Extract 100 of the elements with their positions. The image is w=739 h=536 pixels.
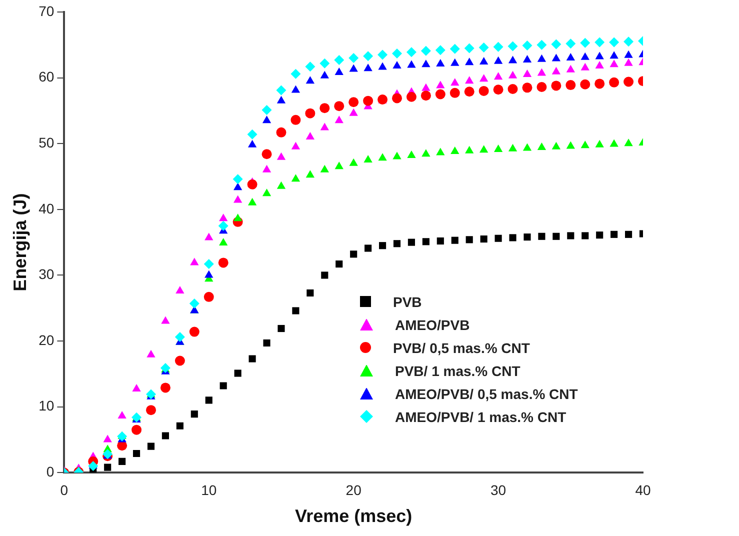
point [552, 54, 561, 62]
point [493, 42, 504, 52]
point [160, 382, 170, 393]
point [450, 78, 460, 86]
point [580, 52, 590, 60]
x-axis-title: Vreme (msec) [295, 506, 412, 526]
legend-label: PVB/ 1 mas.% CNT [395, 362, 520, 378]
point [320, 70, 329, 78]
point [494, 234, 502, 242]
point [306, 132, 315, 140]
point [276, 127, 286, 138]
point [161, 316, 170, 324]
point [610, 230, 618, 238]
point [420, 46, 431, 56]
point [350, 250, 358, 258]
point [580, 140, 590, 148]
point [336, 260, 343, 268]
point [479, 145, 488, 153]
point [204, 232, 214, 240]
point [422, 238, 430, 246]
point [551, 39, 562, 50]
point [435, 45, 446, 56]
y-tick-label: 70 [38, 2, 54, 19]
point [233, 195, 242, 203]
point [88, 461, 98, 472]
point [610, 139, 618, 147]
point [118, 411, 126, 419]
point [406, 92, 416, 102]
point [247, 179, 258, 190]
point [508, 41, 518, 52]
point [552, 66, 561, 74]
point [334, 116, 344, 124]
point [450, 146, 460, 154]
point [232, 174, 243, 184]
point [494, 56, 503, 64]
point [407, 60, 416, 68]
point [566, 38, 576, 49]
point [509, 234, 516, 242]
point [349, 158, 358, 166]
point [464, 43, 474, 54]
point [190, 410, 198, 418]
point [493, 84, 504, 95]
point [494, 72, 503, 80]
point [292, 307, 300, 314]
point [291, 142, 300, 150]
point [609, 37, 620, 48]
point [320, 122, 329, 130]
point [263, 339, 270, 347]
point [204, 292, 214, 302]
legend-label: PVB/ 0,5 mas.% CNT [393, 340, 530, 356]
point [334, 162, 344, 170]
point [580, 62, 590, 70]
point [334, 101, 344, 112]
point [436, 80, 445, 88]
legend-label: PVB [393, 294, 422, 310]
point [624, 138, 633, 146]
point [162, 432, 170, 440]
point [205, 396, 212, 404]
point [465, 146, 474, 154]
point [566, 53, 575, 61]
point [363, 51, 374, 62]
point [147, 442, 155, 450]
point [566, 80, 576, 90]
point [104, 464, 112, 471]
point [508, 144, 518, 152]
point [306, 170, 315, 178]
point [306, 289, 314, 296]
point [320, 103, 330, 114]
point [176, 286, 184, 294]
point [174, 332, 185, 342]
point [219, 214, 228, 222]
point [132, 424, 142, 435]
y-tick-label: 30 [38, 266, 54, 282]
point [624, 230, 632, 238]
point [406, 47, 416, 58]
point [132, 384, 141, 392]
point [117, 431, 128, 442]
point [508, 56, 518, 64]
point [522, 82, 532, 93]
point [478, 86, 489, 96]
point [552, 142, 561, 150]
point [479, 74, 488, 82]
point [566, 64, 575, 72]
point [422, 83, 430, 91]
point [522, 70, 532, 78]
legend-label: AMEO/PVB [395, 316, 470, 332]
point [349, 108, 358, 116]
legend-label: AMEO/PVB/ 1 mas.% CNT [395, 408, 566, 424]
point [508, 84, 518, 94]
point [610, 60, 618, 68]
point [466, 236, 473, 244]
y-axis-title: Energija (J) [10, 193, 30, 292]
point [522, 143, 532, 151]
point [291, 85, 300, 93]
point [305, 62, 316, 72]
x-tick-label: 0 [60, 482, 68, 498]
point [176, 422, 184, 430]
point [334, 55, 344, 66]
point [248, 355, 256, 362]
point [451, 236, 458, 244]
